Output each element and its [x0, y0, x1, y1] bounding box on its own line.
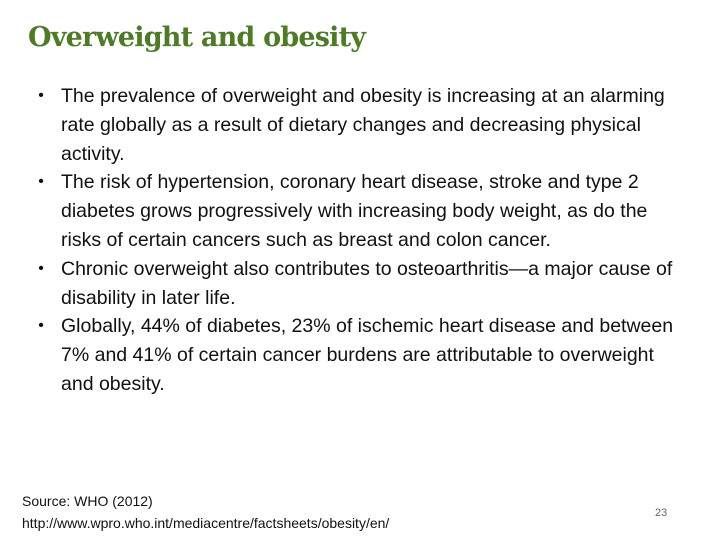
bullet-text: Chronic overweight also contributes to o…	[61, 257, 673, 309]
bullet-list: • The prevalence of overweight and obesi…	[34, 82, 686, 399]
page-number: 23	[655, 507, 668, 519]
source-citation: Source: WHO (2012) http://www.wpro.who.i…	[22, 490, 389, 534]
bullet-item: • Globally, 44% of diabetes, 23% of isch…	[34, 312, 686, 398]
bullet-text: Globally, 44% of diabetes, 23% of ischem…	[61, 315, 674, 395]
bullet-dot-icon: •	[38, 173, 44, 191]
bullet-text: The prevalence of overweight and obesity…	[61, 85, 665, 165]
bullet-text: The risk of hypertension, coronary heart…	[61, 171, 648, 251]
bullet-item: • The risk of hypertension, coronary hea…	[34, 168, 686, 254]
source-label: Source: WHO (2012)	[22, 493, 153, 509]
bullet-dot-icon: •	[38, 259, 44, 277]
bullet-item: • Chronic overweight also contributes to…	[34, 255, 686, 313]
bullet-dot-icon: •	[38, 317, 44, 335]
bullet-item: • The prevalence of overweight and obesi…	[34, 82, 686, 168]
bullet-dot-icon: •	[38, 87, 44, 104]
source-url[interactable]: http://www.wpro.who.int/mediacentre/fact…	[22, 515, 390, 531]
slide-title: Overweight and obesity	[28, 22, 366, 53]
